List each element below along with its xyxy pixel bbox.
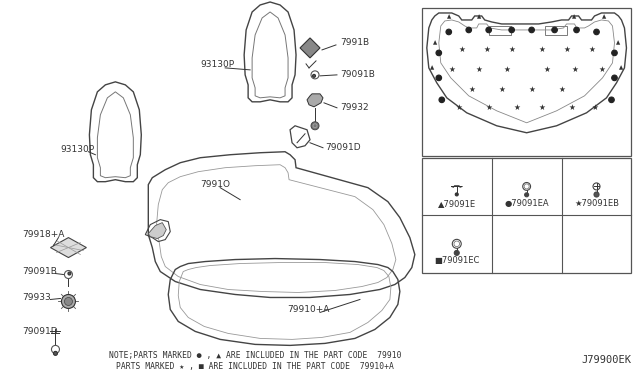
Text: ★: ★ [588, 45, 595, 54]
Text: 79933: 79933 [22, 293, 51, 302]
Circle shape [312, 74, 316, 77]
Text: ★: ★ [458, 45, 465, 54]
Circle shape [594, 29, 599, 35]
Text: ★: ★ [508, 45, 515, 54]
Circle shape [68, 272, 71, 275]
Text: ★: ★ [528, 85, 535, 94]
Circle shape [65, 298, 72, 305]
Text: 79091D: 79091D [325, 143, 360, 152]
Text: ★: ★ [591, 103, 598, 112]
Text: ★: ★ [558, 85, 565, 94]
Text: ▲: ▲ [447, 15, 451, 19]
Text: ★: ★ [499, 85, 505, 94]
Text: ★: ★ [563, 45, 570, 54]
Bar [422, 158, 632, 273]
Text: ★: ★ [543, 65, 550, 74]
Text: ★: ★ [468, 85, 475, 94]
Text: ▲: ▲ [433, 41, 437, 45]
Circle shape [54, 352, 58, 355]
Circle shape [454, 250, 460, 256]
Text: ★: ★ [571, 65, 578, 74]
Text: 79910+A: 79910+A [287, 305, 329, 314]
Text: ★: ★ [449, 65, 455, 74]
Polygon shape [148, 222, 166, 238]
Text: 79091B: 79091B [340, 70, 375, 79]
Circle shape [552, 27, 557, 33]
Text: ★: ★ [503, 65, 510, 74]
Text: ★: ★ [538, 45, 545, 54]
Text: ★: ★ [483, 45, 490, 54]
Circle shape [529, 27, 534, 33]
Polygon shape [300, 38, 320, 58]
Polygon shape [307, 94, 323, 107]
Text: ★: ★ [598, 65, 605, 74]
Text: 7991O: 7991O [200, 180, 230, 189]
Circle shape [612, 50, 617, 56]
Circle shape [311, 122, 319, 130]
Circle shape [573, 27, 579, 33]
Text: 79932: 79932 [340, 103, 369, 112]
Text: 7991B: 7991B [340, 38, 369, 47]
Text: ▲: ▲ [477, 15, 481, 19]
Text: ▲: ▲ [572, 15, 577, 19]
Circle shape [486, 27, 492, 33]
Text: ★: ★ [476, 65, 482, 74]
Text: NOTE;PARTS MARKED ● , ▲ ARE INCLUDED IN THE PART CODE  79910: NOTE;PARTS MARKED ● , ▲ ARE INCLUDED IN … [109, 351, 401, 360]
Circle shape [466, 27, 472, 33]
Text: ▲: ▲ [429, 65, 434, 70]
Circle shape [455, 193, 458, 196]
Circle shape [594, 192, 599, 197]
Text: 79091B: 79091B [22, 267, 58, 276]
Circle shape [612, 75, 617, 81]
Circle shape [439, 97, 445, 103]
Circle shape [61, 295, 76, 308]
Text: ★: ★ [485, 103, 492, 112]
Bar [489, 26, 511, 35]
Text: J79900EK: J79900EK [582, 355, 632, 365]
Text: ▲79091E: ▲79091E [438, 199, 476, 208]
Text: ●79091EA: ●79091EA [504, 199, 549, 208]
Text: ★: ★ [538, 103, 545, 112]
Text: ▲: ▲ [602, 15, 607, 19]
Circle shape [446, 29, 452, 35]
Polygon shape [51, 238, 86, 257]
Circle shape [609, 97, 614, 103]
Text: ▲: ▲ [620, 65, 623, 70]
Circle shape [525, 193, 529, 197]
Text: ▲: ▲ [616, 41, 621, 45]
Text: ★: ★ [513, 103, 520, 112]
Text: 79091D: 79091D [22, 327, 58, 336]
Text: 93130P: 93130P [200, 60, 234, 70]
Text: PARTS MARKED ★ , ■ ARE INCLUDED IN THE PART CODE  79910+A: PARTS MARKED ★ , ■ ARE INCLUDED IN THE P… [116, 362, 394, 371]
Text: 79918+A: 79918+A [22, 230, 65, 239]
Text: ■79091EC: ■79091EC [434, 256, 479, 265]
Text: ★: ★ [455, 103, 462, 112]
Text: 93130P: 93130P [60, 145, 95, 154]
Circle shape [436, 75, 442, 81]
Bar [545, 26, 566, 35]
Circle shape [436, 50, 442, 56]
Polygon shape [451, 186, 462, 187]
Bar [422, 8, 632, 156]
Text: ★79091EB: ★79091EB [574, 199, 619, 208]
Circle shape [509, 27, 515, 33]
Text: ★: ★ [568, 103, 575, 112]
